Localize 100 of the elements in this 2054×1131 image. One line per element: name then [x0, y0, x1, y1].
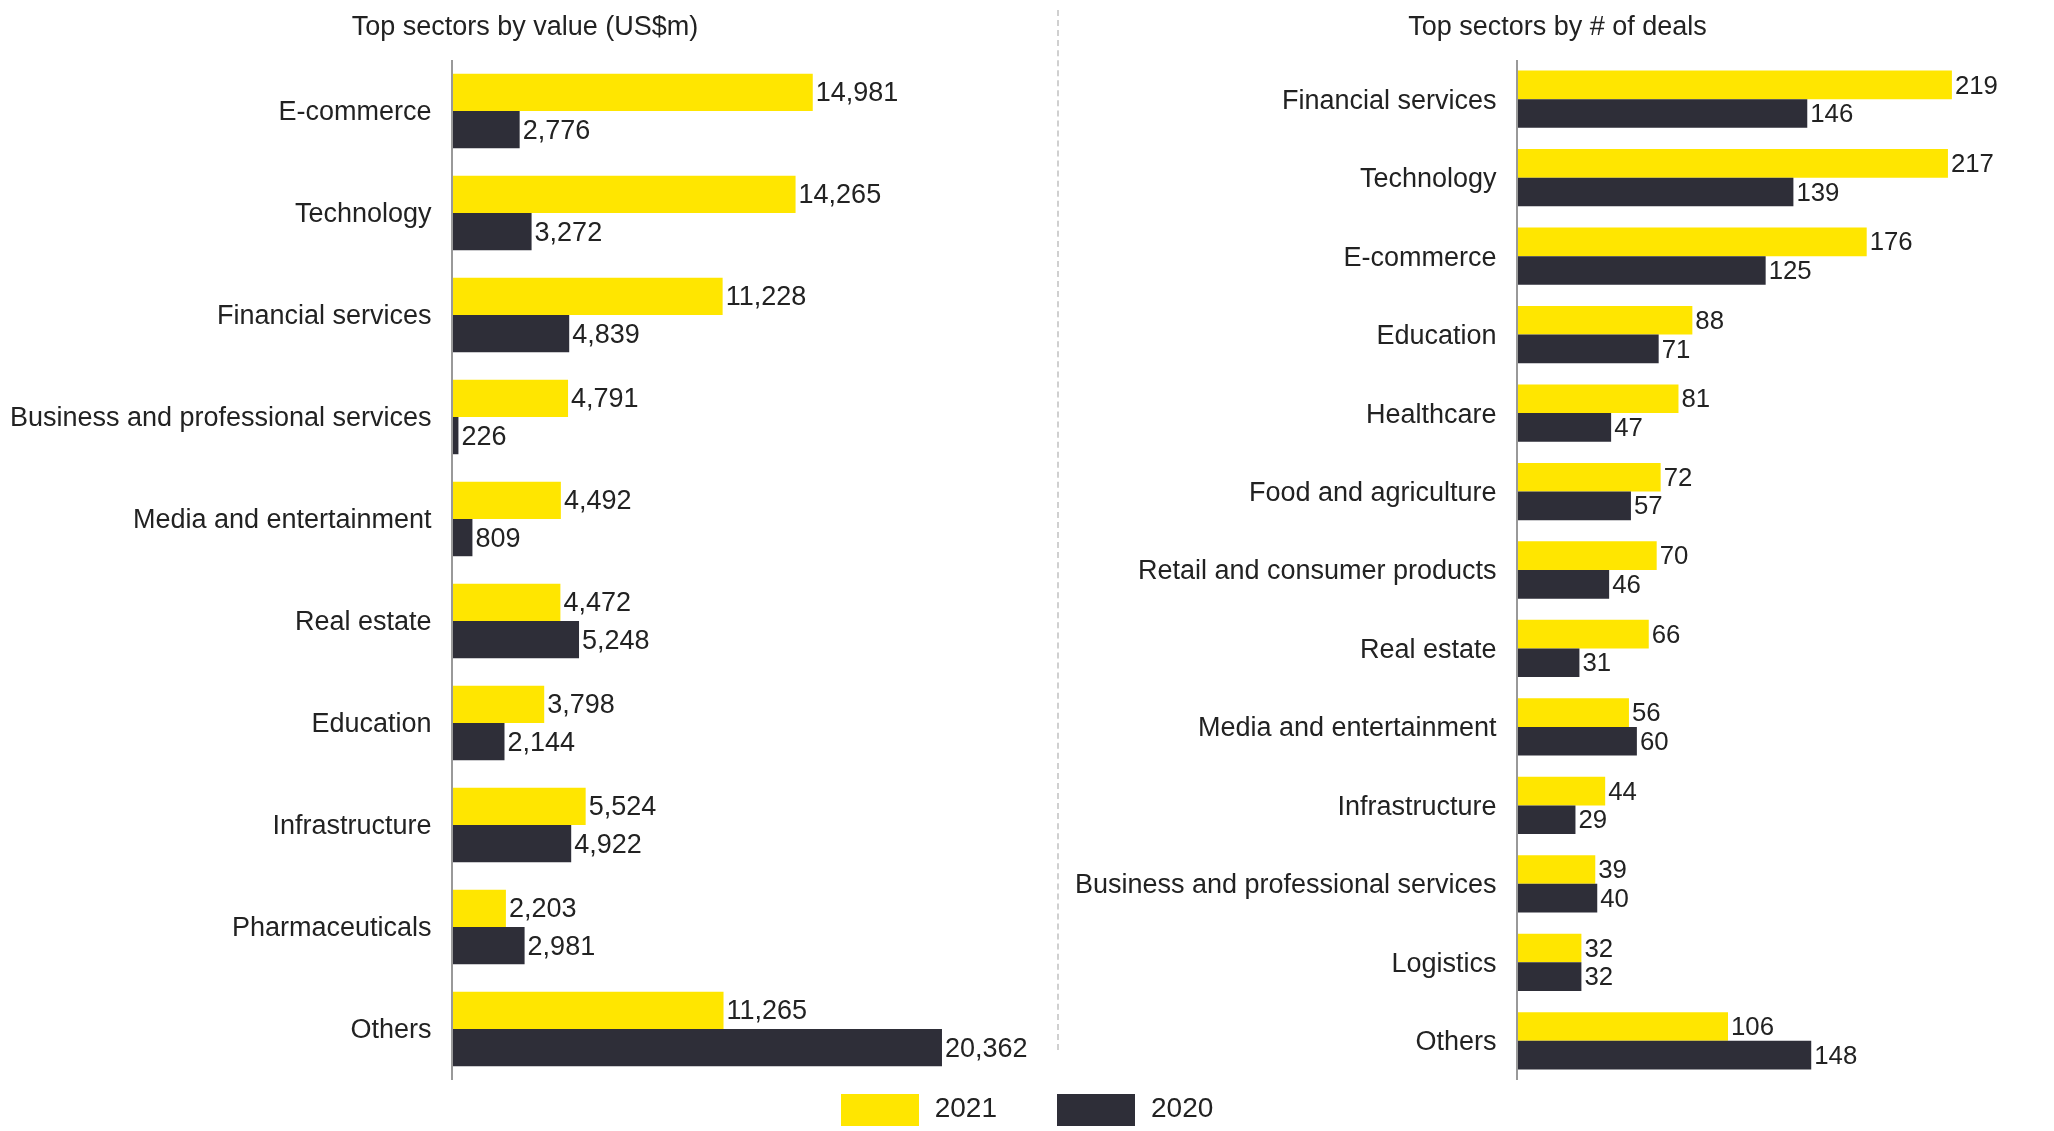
bar: [1518, 334, 1659, 364]
data-label: 66: [1651, 619, 1681, 648]
data-label: 31: [1582, 648, 1612, 677]
bar: [453, 73, 813, 111]
data-label: 219: [1954, 70, 1998, 99]
y-tick-label: E-commerce: [278, 96, 432, 127]
bar: [453, 583, 561, 621]
data-label: 3,798: [547, 689, 615, 720]
data-label: 11,265: [726, 995, 808, 1026]
bar: [1518, 933, 1582, 963]
data-label: 5,524: [588, 791, 657, 822]
bar: [453, 825, 572, 863]
bar: [1518, 883, 1598, 913]
legend-label: 2020: [1151, 1092, 1214, 1123]
data-label: 106: [1731, 1012, 1775, 1041]
bar: [453, 277, 723, 315]
data-label: 14,981: [815, 77, 899, 108]
data-label: 176: [1869, 227, 1913, 256]
y-tick-label: Education: [1376, 320, 1497, 351]
data-label: 4,791: [571, 383, 639, 414]
data-label: 139: [1796, 177, 1840, 206]
data-label: 4,472: [563, 587, 631, 618]
bar: [453, 889, 506, 927]
bar: [1518, 256, 1766, 285]
y-tick-label: Pharmaceuticals: [232, 912, 432, 943]
bar: [1518, 855, 1596, 884]
bar: [1518, 305, 1693, 335]
data-label: 46: [1612, 569, 1641, 598]
y-tick-label: Retail and consumer products: [1137, 555, 1497, 586]
bar: [453, 175, 796, 213]
y-tick-label: Infrastructure: [272, 810, 432, 841]
data-label: 40: [1600, 883, 1629, 912]
data-label: 5,248: [582, 624, 650, 655]
data-label: 2,203: [508, 893, 577, 924]
data-label: 70: [1659, 541, 1689, 570]
data-label: 148: [1814, 1040, 1858, 1069]
data-label: 57: [1633, 491, 1663, 520]
y-tick-label: Others: [1415, 1026, 1497, 1057]
bar: [1518, 1012, 1729, 1041]
bar: [1518, 570, 1610, 599]
bar: [1518, 70, 1952, 100]
bar: [453, 213, 532, 251]
bar: [453, 927, 525, 965]
data-label: 60: [1639, 726, 1669, 755]
data-label: 4,839: [572, 318, 640, 349]
data-label: 4,922: [574, 828, 642, 859]
bar: [1518, 726, 1637, 756]
data-label: 29: [1578, 805, 1608, 834]
bar: [453, 481, 561, 519]
bar: [1518, 776, 1606, 806]
y-tick-label: E-commerce: [1343, 241, 1497, 272]
data-label: 72: [1663, 462, 1693, 491]
bar: [453, 315, 570, 353]
data-label: 56: [1631, 698, 1661, 727]
data-label: 20,362: [944, 1032, 1028, 1063]
y-tick-label: Education: [311, 708, 432, 739]
bar: [1518, 227, 1867, 257]
y-tick-label: Real estate: [1360, 633, 1497, 664]
bar: [453, 621, 580, 659]
data-label: 71: [1661, 334, 1691, 363]
y-tick-label: Media and entertainment: [1197, 712, 1498, 743]
bar: [1518, 177, 1794, 207]
bar: [1518, 491, 1631, 521]
bar: [453, 111, 520, 149]
data-label: 2,144: [507, 726, 576, 757]
data-label: 44: [1608, 776, 1637, 805]
y-tick-label: Technology: [294, 198, 433, 229]
data-label: 88: [1695, 305, 1725, 334]
data-label: 39: [1598, 855, 1627, 884]
bar: [1518, 384, 1679, 414]
legend-label: 2021: [934, 1092, 997, 1123]
chart-title: Top sectors by # of deals: [1408, 11, 1707, 42]
bar: [1518, 619, 1649, 649]
y-tick-label: Financial services: [1282, 84, 1497, 115]
y-tick-label: Technology: [1359, 163, 1498, 194]
data-label: 81: [1681, 384, 1711, 413]
y-tick-label: Financial services: [217, 300, 432, 331]
data-label: 11,228: [725, 281, 807, 312]
data-label: 32: [1584, 962, 1614, 991]
bar: [1518, 698, 1629, 727]
data-label: 125: [1768, 256, 1812, 285]
bar: [1518, 149, 1948, 178]
data-label: 4,492: [563, 485, 632, 516]
y-tick-label: Media and entertainment: [132, 504, 433, 535]
bar: [1518, 541, 1657, 570]
y-tick-label: Business and professional services: [1074, 869, 1497, 900]
y-tick-label: Real estate: [295, 606, 432, 637]
y-tick-label: Food and agriculture: [1248, 476, 1497, 507]
y-tick-label: Logistics: [1391, 947, 1497, 978]
y-tick-label: Business and professional services: [9, 402, 432, 433]
bar: [1518, 962, 1582, 991]
bar: [453, 685, 545, 723]
bar: [1518, 648, 1580, 678]
data-label: 47: [1614, 412, 1643, 441]
data-label: 32: [1584, 933, 1614, 962]
bar: [453, 787, 586, 825]
bar: [1518, 805, 1576, 835]
y-tick-label: Infrastructure: [1337, 790, 1497, 821]
bar: [1518, 1040, 1812, 1070]
bar: [1518, 413, 1612, 442]
